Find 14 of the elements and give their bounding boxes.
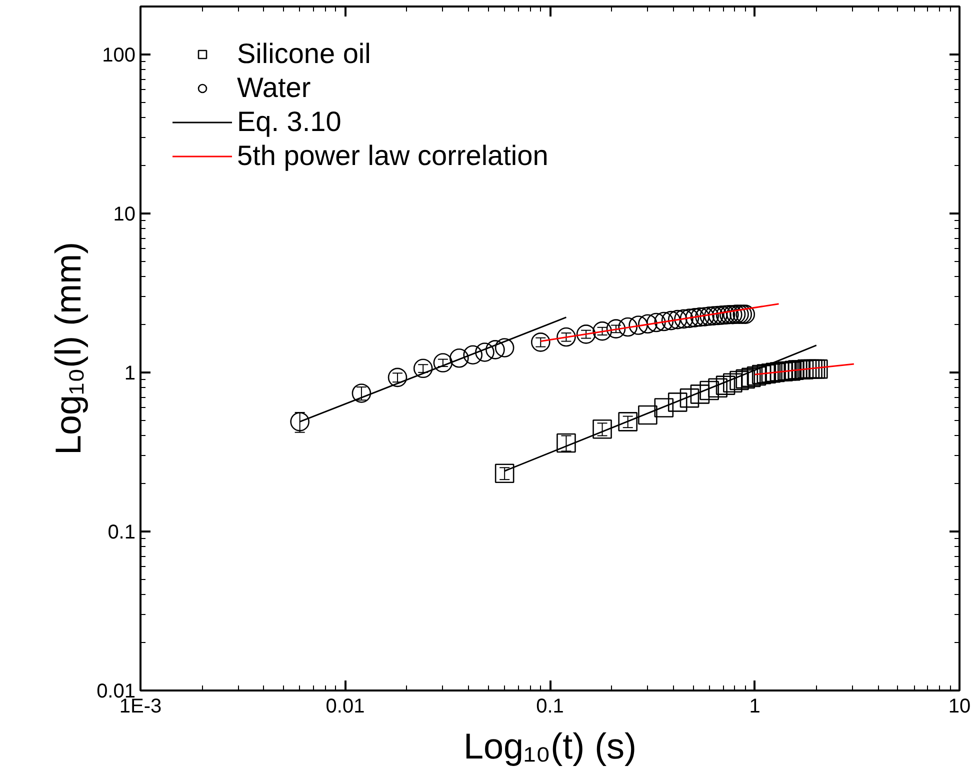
x-axis-title: Log₁₀(t) (s) — [463, 726, 637, 766]
x-tick-label: 0.01 — [326, 696, 365, 718]
legend-label: Water — [237, 72, 311, 104]
x-tick-label: 10 — [948, 696, 971, 718]
y-tick-label: 100 — [102, 44, 136, 66]
legend-label: Silicone oil — [237, 38, 371, 70]
x-tick-label: 1 — [749, 696, 760, 718]
y-tick-label: 10 — [113, 203, 136, 226]
legend-label: Eq. 3.10 — [237, 106, 342, 138]
y-tick-label: 1 — [124, 362, 136, 384]
x-tick-label: 0.1 — [536, 696, 564, 718]
y-axis-title: Log₁₀(l) (mm) — [48, 242, 89, 456]
y-tick-label: 0.1 — [108, 521, 136, 544]
legend-label: 5th power law correlation — [237, 140, 548, 172]
